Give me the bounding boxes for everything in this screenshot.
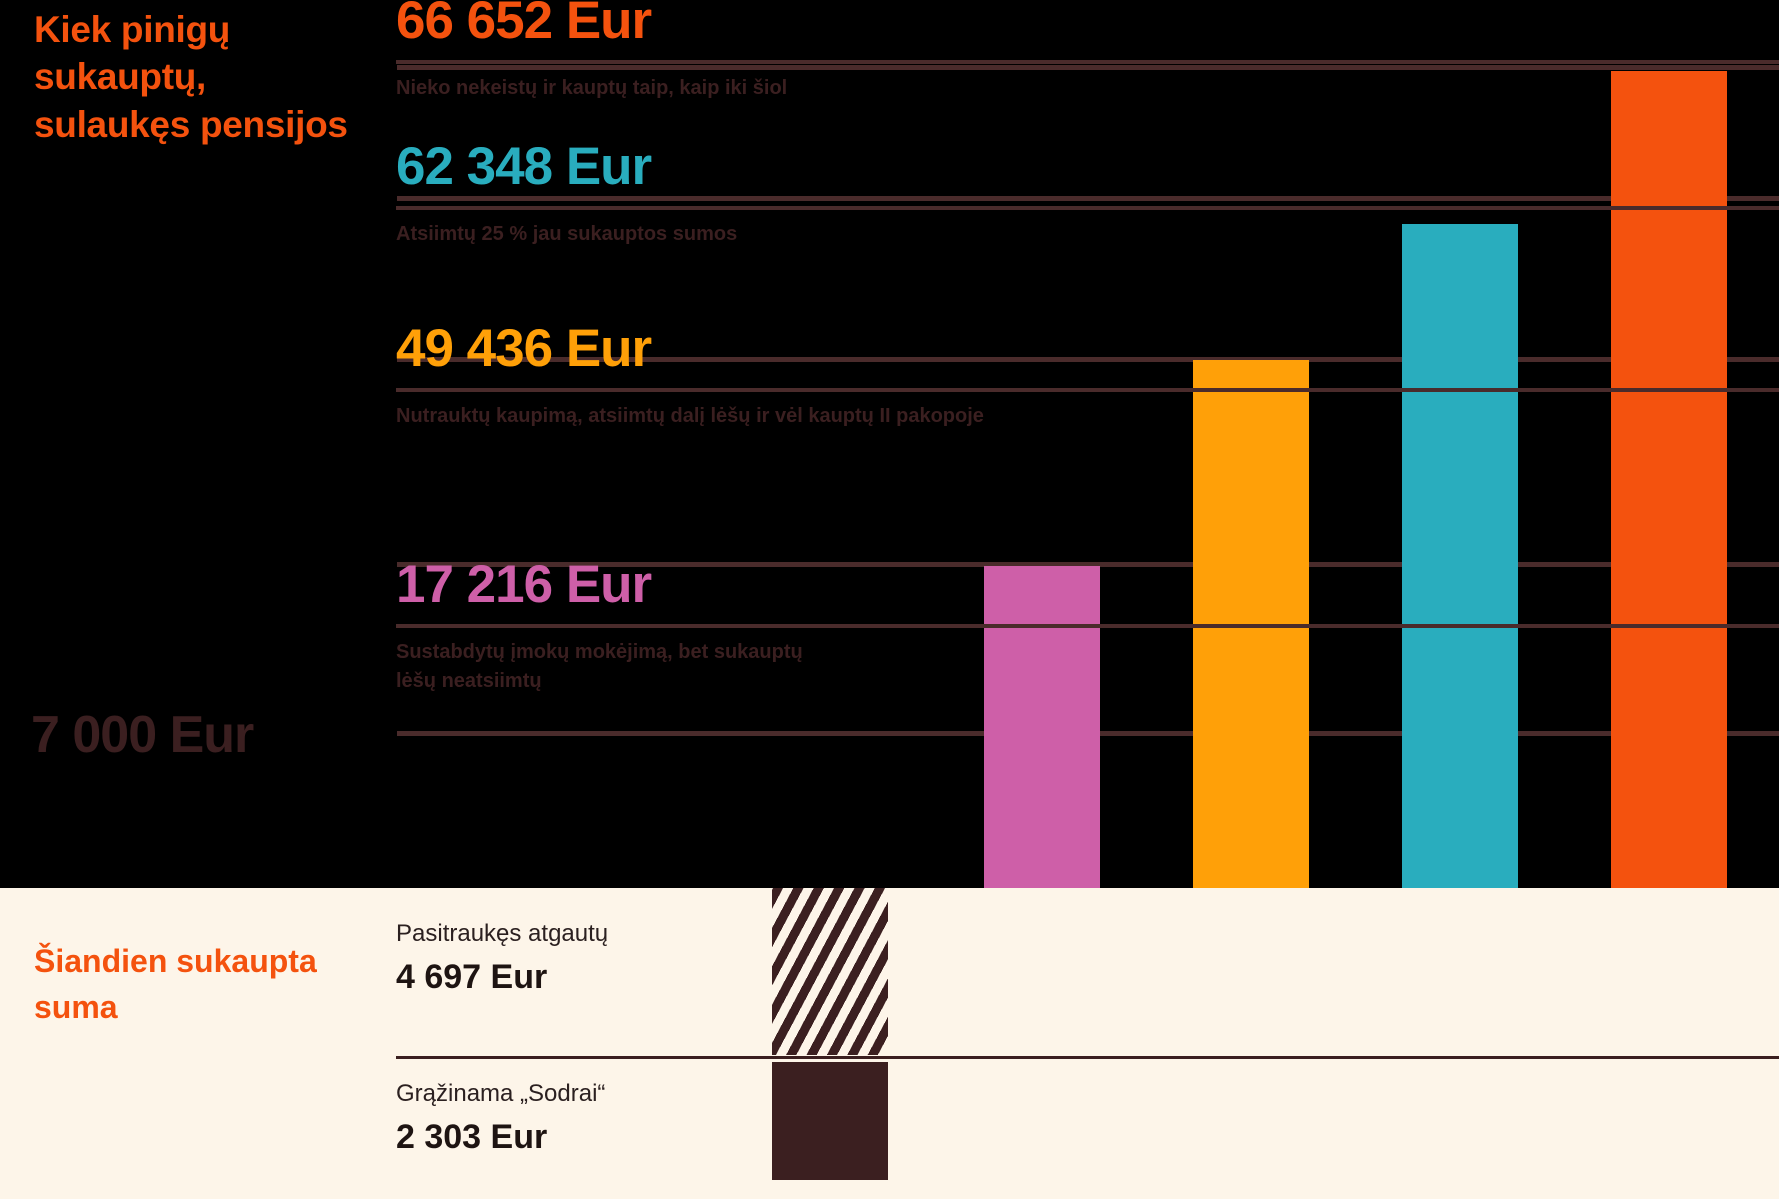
stat-rule-pink — [396, 624, 1779, 628]
stat-description-pink: Sustabdytų įmokų mokėjimą, bet sukauptų … — [396, 641, 803, 692]
breakdown-amount-returned: 4 697 Eur — [396, 958, 548, 996]
bar-teal — [1402, 224, 1518, 888]
bar-orange — [1611, 71, 1727, 888]
breakdown-title: Šiandien sukaupta suma — [34, 943, 317, 1026]
stat-rule-orange — [396, 60, 1779, 64]
stat-rule-teal — [396, 206, 1779, 210]
stat-rule-amber — [396, 388, 1779, 392]
breakdown-divider — [396, 1056, 1779, 1059]
stat-block-teal: 62 348 Eur Atsiimtų 25 % jau sukauptos s… — [396, 137, 1779, 249]
stat-value-teal: 62 348 Eur — [396, 137, 652, 196]
breakdown-amount-sodra: 2 303 Eur — [396, 1118, 548, 1156]
solid-swatch — [772, 1062, 888, 1180]
stat-block-amber: 49 436 Eur Nutrauktų kaupimą, atsiimtų d… — [396, 319, 1779, 431]
breakdown-label-returned: Pasitraukęs atgautų — [396, 920, 609, 947]
bar-pink — [984, 566, 1100, 888]
stat-block-pink: 17 216 Eur Sustabdytų įmokų mokėjimą, be… — [396, 555, 1779, 696]
gridline-2 — [397, 196, 1779, 201]
breakdown-label-sodra: Grąžinama „Sodrai“ — [396, 1080, 606, 1107]
breakdown-item-returned: Pasitraukęs atgautų 4 697 Eur — [396, 920, 608, 997]
gridline-4 — [397, 562, 1779, 567]
stat-value-amber: 49 436 Eur — [396, 319, 652, 378]
gridline-1 — [397, 65, 1779, 70]
breakdown-item-sodra: Grąžinama „Sodrai“ 2 303 Eur — [396, 1080, 605, 1157]
chart-panel: Kiek pinigų sukauptų, sulaukęs pensijos … — [31, 0, 1779, 888]
gridline-3 — [397, 357, 1779, 362]
reference-value-label: 7 000 Eur — [31, 706, 254, 764]
breakdown-panel: Šiandien sukaupta suma Pasitraukęs atgau… — [0, 888, 1779, 1199]
page-title: Kiek pinigų sukauptų, sulaukęs pensijos — [34, 9, 348, 145]
stat-value-pink: 17 216 Eur — [396, 555, 652, 614]
stat-block-orange: 66 652 Eur Nieko nekeistų ir kauptų taip… — [396, 0, 1779, 103]
stat-description-orange: Nieko nekeistų ir kauptų taip, kaip iki … — [396, 77, 788, 99]
hatched-swatch — [772, 888, 888, 1055]
stat-description-amber: Nutrauktų kaupimą, atsiimtų dalį lėšų ir… — [396, 405, 984, 427]
stat-value-orange: 66 652 Eur — [396, 0, 652, 50]
stat-description-teal: Atsiimtų 25 % jau sukauptos sumos — [396, 223, 738, 245]
